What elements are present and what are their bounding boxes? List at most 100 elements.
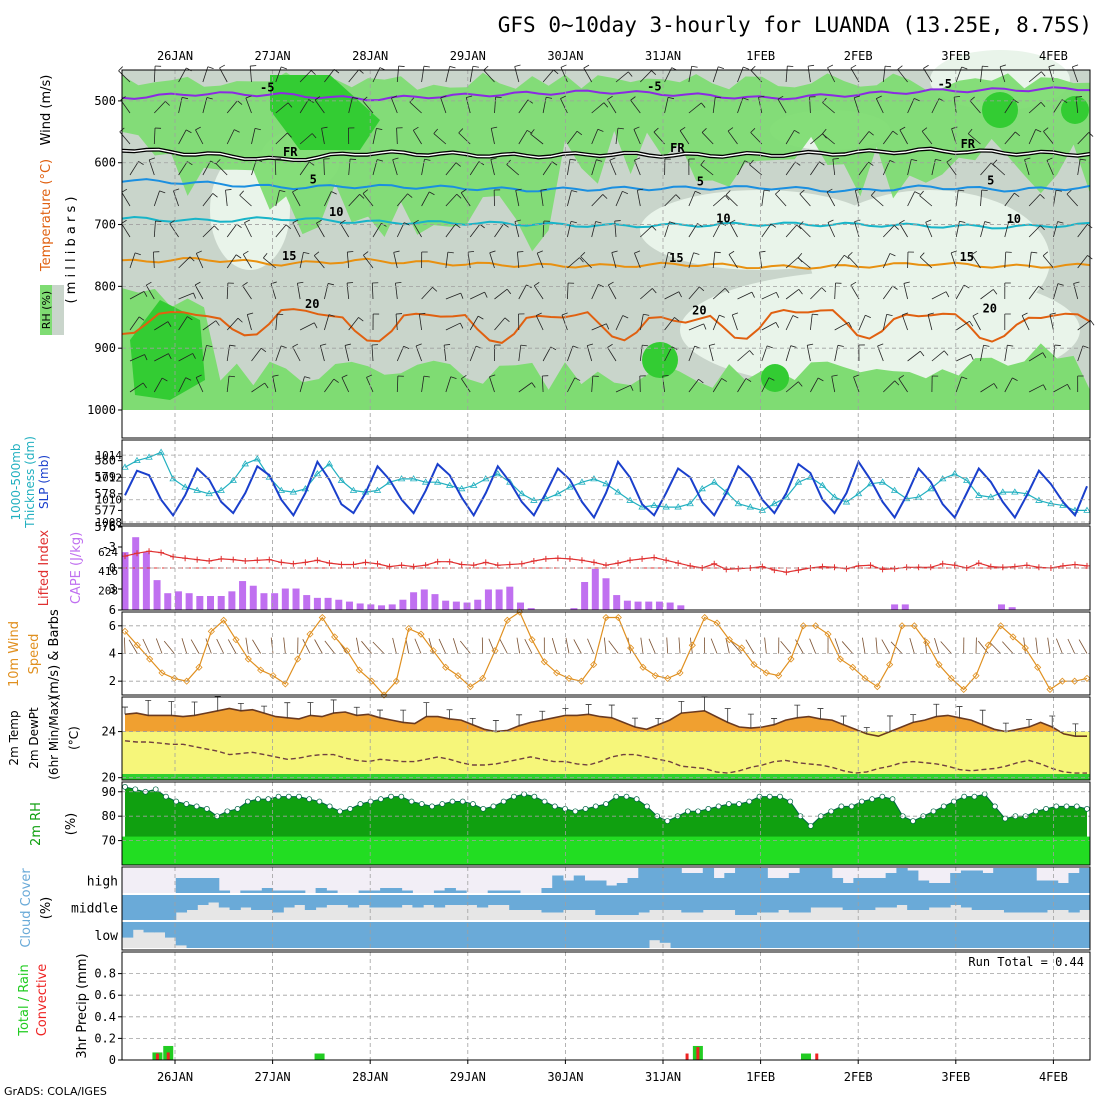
rh2m-point [838,803,845,810]
temp-maxmin-bar [933,703,940,717]
wind-barb-flag [143,291,148,297]
thickness-tick-label: 580 [94,454,116,468]
lifted-index-point [518,560,525,567]
wind-barb-flag [1048,64,1055,68]
wind-barb-flag [923,64,929,69]
rh2m-point [275,793,282,800]
cloud-middle-bar [692,895,704,913]
lifted-index-point [578,557,585,564]
thickness-point [698,485,706,492]
cape-bar [345,601,353,610]
lifted-index-point [831,564,838,571]
wind-barb [226,317,239,331]
wind-barb-flag [921,127,928,132]
wind-barb-flag [419,312,426,315]
wind-barb-flag [423,65,430,68]
surface-wind-barb [940,641,952,654]
thickness-point [662,503,670,510]
wind-barb-flag [1075,96,1083,98]
wind-barb [761,377,770,393]
cloud-middle-bar [616,895,629,915]
wind-barb-flag [569,158,577,161]
cloud-high-bar [1057,883,1069,893]
panel-frame [121,696,1091,781]
wind-barb [972,315,981,331]
temp-maxmin-bar [284,702,291,718]
wind-barb [607,99,617,114]
wind-barb-flag [837,344,844,347]
wind-barb [299,376,305,393]
surface-wind-barb [875,637,878,654]
surface-wind-barb [710,638,718,654]
wind-speed-point [725,636,733,644]
precip-unit-label: 3hr Precip (mm) [75,953,90,1058]
slp-tick-label: 1012 [96,471,123,484]
wind-barb [1072,66,1079,83]
wind-barb-flag [701,102,706,108]
lifted-index-point [915,564,922,571]
wind-barb-flag [1054,344,1061,346]
wind-barb [245,97,252,114]
wind-barb-flag [344,343,351,346]
wind-barb-flag [848,322,852,328]
cloud-low-bar [304,922,317,948]
wind-barb-flag [489,250,496,254]
surface-wind-barb [314,639,323,654]
cape-bar [303,595,311,610]
rh2m-point [337,808,343,815]
thickness-point [277,486,286,493]
wind-barb [640,70,652,83]
wind-barb [445,252,449,269]
cloud-low-bar [143,922,155,933]
wind-barb-flag [491,126,498,129]
thickness-point [506,478,514,485]
rh2m-point [439,801,446,807]
wind-barb-flag [886,313,893,317]
dewpoint-line [124,740,1087,774]
wind-barb-flag [674,317,680,322]
surface-wind-barb [163,640,175,654]
cloud-level-label: low [95,929,119,944]
thickness-point [325,460,334,467]
wind-barb [810,314,813,331]
temp-maxmin-bar [145,700,152,716]
cape-bar [153,580,161,610]
wind-barb-flag [358,317,364,322]
cloud-low-bar [692,922,704,948]
thickness-point [746,503,755,510]
cloud-high-bar [390,888,403,893]
cape-bar [281,588,289,610]
wind-barb-flag [718,66,725,70]
precip-total-bar [314,1053,325,1060]
wind-barb [418,314,422,331]
rh2m-point [490,803,497,810]
wind-barb [907,191,916,207]
wind-barb-flag [720,222,727,226]
lifted-index-point [182,555,189,562]
rh2m-point [193,803,200,810]
lifted-index-point [675,560,682,567]
lifted-index-point [218,555,225,562]
isotherm-label: FR [670,141,685,155]
wind-barb-flag [958,189,965,192]
wind-barb-flag [961,376,968,380]
wind-barb [969,100,981,114]
cloud-high-bar [498,890,510,893]
wind-barb-flag [195,126,201,131]
surface-wind-barb [841,641,853,654]
wind-speed-point [281,680,289,688]
wind-barb [371,345,374,362]
wind-barb [516,252,520,269]
wind-barb [853,97,860,114]
wind-barb-flag [799,189,805,195]
rh2m-point [132,786,139,793]
cloud-middle-bar [197,895,209,905]
wind-barb-flag [460,292,464,299]
wind-barb-flag [235,254,242,259]
rh2m-point [326,803,333,810]
cloud-middle-bar [369,895,381,908]
wind-barb-flag [691,65,698,68]
wind-barb-flag [1043,127,1049,132]
rh2m-point [685,808,691,815]
